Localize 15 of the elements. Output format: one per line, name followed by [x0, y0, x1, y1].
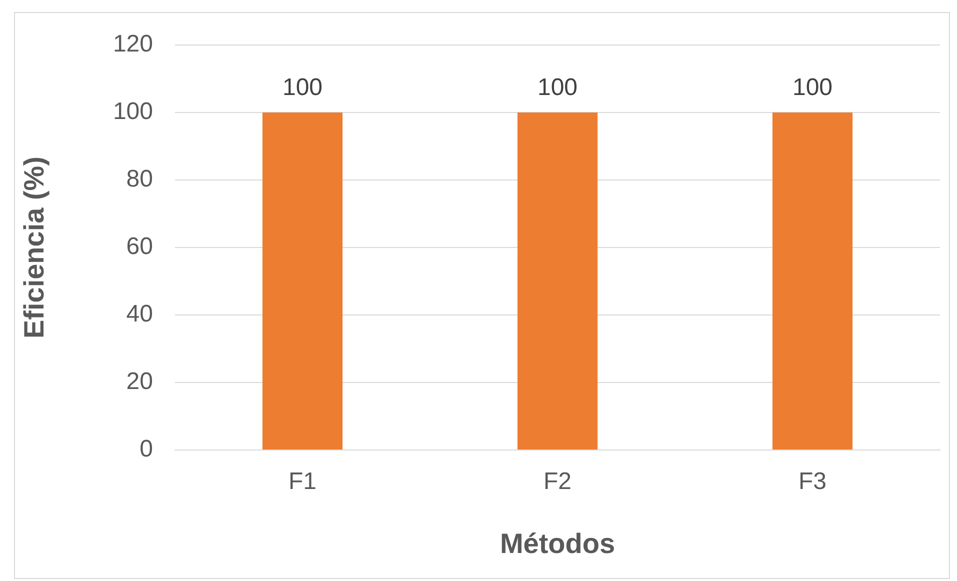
data-label: 100 — [792, 74, 833, 102]
y-tick-label: 0 — [140, 436, 153, 463]
x-axis-title: Métodos — [500, 528, 616, 559]
y-tick-label: 80 — [126, 166, 153, 193]
y-tick-label: 120 — [112, 30, 153, 58]
x-tick-label: F3 — [798, 468, 827, 496]
x-tick-label: F2 — [543, 468, 572, 496]
y-tick-label: 100 — [112, 98, 153, 126]
y-axis-title: Eficiencia (%) — [18, 156, 50, 339]
y-tick-label: 40 — [126, 300, 153, 328]
data-label: 100 — [282, 74, 323, 102]
data-label: 100 — [537, 74, 578, 102]
x-tick-label: F1 — [288, 468, 317, 496]
y-tick-label: 20 — [126, 368, 153, 396]
y-tick-label: 60 — [126, 233, 153, 260]
